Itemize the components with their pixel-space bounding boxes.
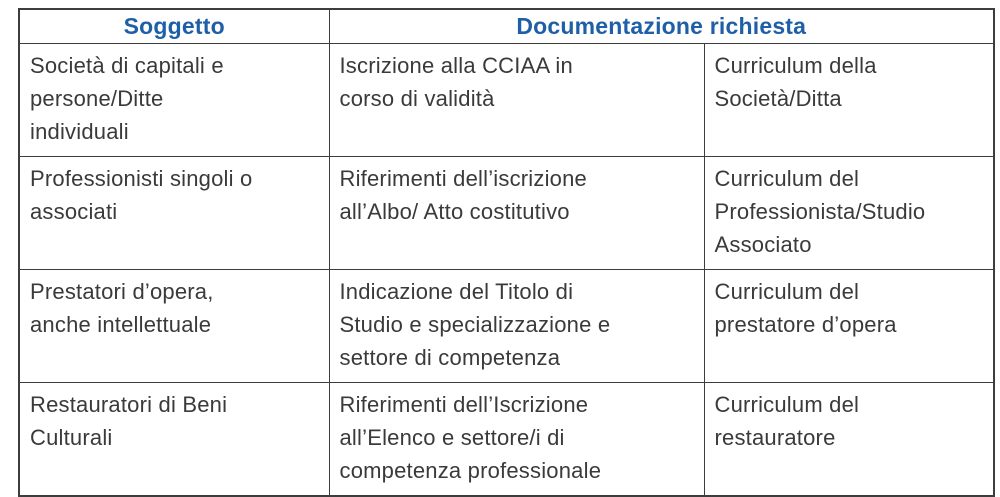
table-row: Restauratori di Beni Culturali Riferimen… (18, 381, 995, 496)
cell-documentazione-primaria: Indicazione del Titolo di Studio e speci… (328, 268, 705, 383)
cell-soggetto: Professionisti singoli o associati (18, 155, 330, 270)
table-body: Società di capitali e persone/Ditte indi… (18, 42, 995, 496)
cell-curriculum: Curriculum del restauratore (703, 381, 995, 496)
cell-documentazione-primaria: Iscrizione alla CCIAA in corso di validi… (328, 42, 705, 157)
cell-documentazione-primaria: Riferimenti dell’iscrizione all’Albo/ At… (328, 155, 705, 270)
table-row: Società di capitali e persone/Ditte indi… (18, 42, 995, 157)
cell-documentazione-primaria: Riferimenti dell’Iscrizione all’Elenco e… (328, 381, 705, 496)
table-header-row: Soggetto Documentazione richiesta (18, 8, 995, 44)
header-cell-soggetto: Soggetto (18, 8, 330, 44)
cell-soggetto: Restauratori di Beni Culturali (18, 381, 330, 496)
table-row: Professionisti singoli o associati Rifer… (18, 155, 995, 270)
cell-soggetto: Società di capitali e persone/Ditte indi… (18, 42, 330, 157)
header-cell-documentazione: Documentazione richiesta (328, 8, 995, 44)
document-page: Soggetto Documentazione richiesta Societ… (18, 8, 996, 497)
requirements-table: Soggetto Documentazione richiesta Societ… (18, 8, 996, 497)
cell-curriculum: Curriculum della Società/Ditta (703, 42, 995, 157)
cell-curriculum: Curriculum del prestatore d’opera (703, 268, 995, 383)
cell-curriculum: Curriculum del Professionista/Studio Ass… (703, 155, 995, 270)
cell-soggetto: Prestatori d’opera, anche intellettuale (18, 268, 330, 383)
table-row: Prestatori d’opera, anche intellettuale … (18, 268, 995, 383)
